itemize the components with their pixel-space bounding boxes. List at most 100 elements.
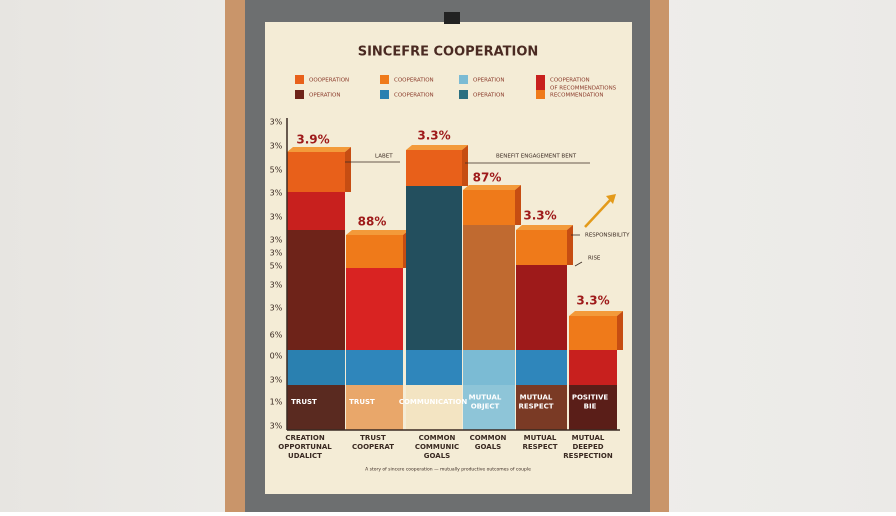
bar-segment bbox=[463, 385, 515, 430]
value-label: 87% bbox=[473, 171, 502, 185]
bar-segment bbox=[569, 350, 617, 385]
bar-segment bbox=[516, 230, 567, 265]
category-label: MUTUAL bbox=[572, 434, 605, 442]
bar-top bbox=[516, 225, 573, 230]
bar-segment bbox=[287, 152, 345, 192]
category-label: CREATION bbox=[285, 434, 325, 442]
bar-segment bbox=[406, 385, 462, 430]
y-label: 3% bbox=[270, 189, 283, 198]
bar-label: MUTUAL bbox=[520, 394, 553, 402]
bar-side bbox=[515, 185, 521, 225]
arrow-head bbox=[606, 194, 616, 204]
legend-swatch bbox=[459, 90, 468, 99]
bar-side bbox=[345, 147, 351, 192]
bar-segment bbox=[516, 265, 567, 350]
category-label: COMMON bbox=[470, 434, 507, 442]
bar-segment bbox=[346, 235, 403, 268]
category-label: DEEPED bbox=[572, 443, 603, 451]
bar-label: COMMUNICATION bbox=[399, 398, 468, 406]
annotation: LABET bbox=[375, 154, 393, 160]
legend-label: OPERATION bbox=[473, 78, 504, 84]
bar-label: MUTUAL bbox=[469, 394, 502, 402]
legend-label: OPERATION bbox=[309, 93, 340, 99]
bar-top bbox=[346, 230, 409, 235]
bar-segment bbox=[569, 316, 617, 350]
bar-segment bbox=[287, 385, 345, 430]
category-label: UDALICT bbox=[288, 452, 322, 460]
y-label: 3% bbox=[270, 142, 283, 151]
value-label: 88% bbox=[358, 215, 387, 229]
legend-swatch bbox=[459, 75, 468, 84]
legend-label: COOPERATION bbox=[394, 93, 434, 99]
bar-segment bbox=[287, 192, 345, 230]
bar-top bbox=[406, 145, 468, 150]
y-label: 3% bbox=[270, 236, 283, 245]
bar-segment bbox=[406, 150, 462, 186]
legend-swatch bbox=[380, 90, 389, 99]
legend-label: OPERATION bbox=[473, 93, 504, 99]
category-label: RESPECTION bbox=[563, 452, 613, 460]
bar-top bbox=[569, 311, 623, 316]
bar-segment bbox=[346, 350, 403, 385]
legend-swatch bbox=[536, 90, 545, 99]
category-label: GOALS bbox=[424, 452, 450, 460]
category-label: OPPORTUNAL bbox=[278, 443, 332, 451]
bar-segment bbox=[346, 268, 403, 350]
leader-line bbox=[574, 261, 583, 267]
bar-side bbox=[462, 145, 468, 186]
category-label: COOPERAT bbox=[352, 443, 394, 451]
category-label: COMMON bbox=[419, 434, 456, 442]
y-label: 1% bbox=[270, 398, 283, 407]
legend-swatch bbox=[295, 90, 304, 99]
category-label: COMMUNIC bbox=[415, 443, 459, 451]
category-label: TRUST bbox=[360, 434, 386, 442]
y-label: 6% bbox=[270, 331, 283, 340]
value-label: 3.3% bbox=[523, 209, 556, 223]
annotation: BENEFIT ENGAGEMENT BENT bbox=[496, 154, 577, 160]
y-label: 5% bbox=[270, 262, 283, 271]
y-label: 3% bbox=[270, 376, 283, 385]
value-label: 3.3% bbox=[576, 294, 609, 308]
legend-swatch bbox=[536, 75, 545, 84]
bar-label: RESPECT bbox=[518, 403, 553, 411]
frame-right bbox=[650, 0, 669, 512]
legend-label: OF RECOMMENDATIONS bbox=[550, 86, 617, 92]
legend-label: RECOMMENDATION bbox=[550, 93, 603, 99]
legend-swatch bbox=[536, 83, 545, 92]
legend-swatch bbox=[295, 75, 304, 84]
legend-label: COOPERATION bbox=[550, 78, 590, 84]
title: SINCEFRE COOPERATION bbox=[358, 45, 539, 60]
bar-segment bbox=[463, 190, 515, 225]
value-label: 3.9% bbox=[296, 133, 329, 147]
y-label: 3% bbox=[270, 422, 283, 431]
y-label: 3% bbox=[270, 118, 283, 127]
bar-segment bbox=[346, 385, 403, 430]
bars bbox=[287, 145, 623, 430]
bar-segment bbox=[406, 186, 462, 350]
legend-label: COOPERATION bbox=[394, 78, 434, 84]
bar-segment bbox=[516, 350, 567, 385]
category-label: RESPECT bbox=[522, 443, 557, 451]
bar-label: OBJECT bbox=[471, 403, 500, 411]
clip bbox=[444, 12, 460, 24]
y-label: 3% bbox=[270, 213, 283, 222]
bar-label: TRUST bbox=[349, 398, 375, 406]
bar-segment bbox=[463, 350, 515, 385]
bar-segment bbox=[287, 350, 345, 385]
bar-segment bbox=[406, 350, 462, 385]
category-label: MUTUAL bbox=[524, 434, 557, 442]
bar-segment bbox=[569, 385, 617, 430]
bar-side bbox=[567, 225, 573, 265]
bar-top bbox=[463, 185, 521, 190]
bar-side bbox=[617, 311, 623, 350]
category-label: GOALS bbox=[475, 443, 501, 451]
y-label: 3% bbox=[270, 304, 283, 313]
legend-swatch bbox=[380, 75, 389, 84]
bar-label: BIE bbox=[584, 403, 597, 411]
legend-label: OOOPERATION bbox=[309, 78, 349, 84]
y-label: 3% bbox=[270, 281, 283, 290]
bar-segment bbox=[516, 385, 567, 430]
bar-segment bbox=[287, 230, 345, 350]
